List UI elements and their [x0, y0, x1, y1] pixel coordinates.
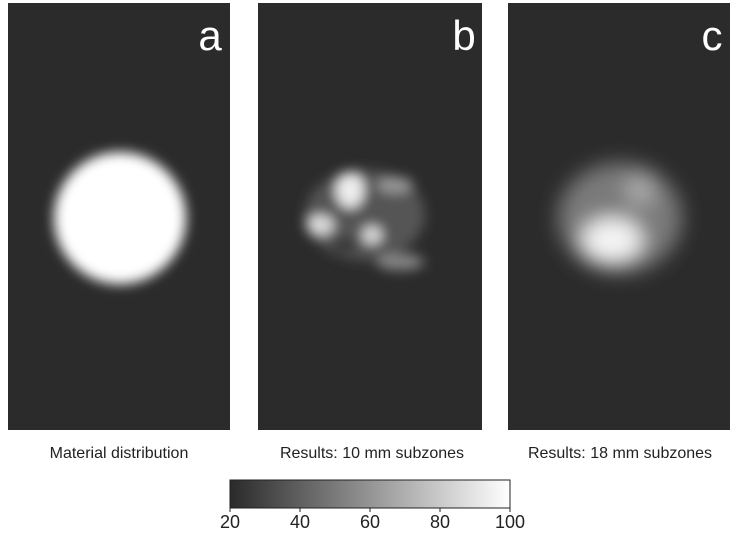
tick-label: 80: [430, 512, 450, 532]
panel-caption: Results: 18 mm subzones: [528, 445, 712, 462]
material-blob: [54, 152, 186, 284]
tick-label: 100: [495, 512, 525, 532]
result-blobs: [558, 163, 682, 273]
tick-label: 20: [220, 512, 240, 532]
panel-caption: Results: 10 mm subzones: [280, 445, 464, 462]
panel-b: [258, 3, 482, 430]
tick-label: 40: [290, 512, 310, 532]
panel-caption: Material distribution: [50, 445, 189, 462]
panel-a: [8, 3, 230, 430]
tick-label: 60: [360, 512, 380, 532]
panel-label: c: [702, 12, 723, 59]
panel-label: a: [198, 12, 222, 59]
result-blobs: [305, 170, 425, 270]
colorbar: [229, 479, 511, 509]
panel-label: b: [452, 12, 475, 59]
panel-c: [508, 3, 730, 430]
